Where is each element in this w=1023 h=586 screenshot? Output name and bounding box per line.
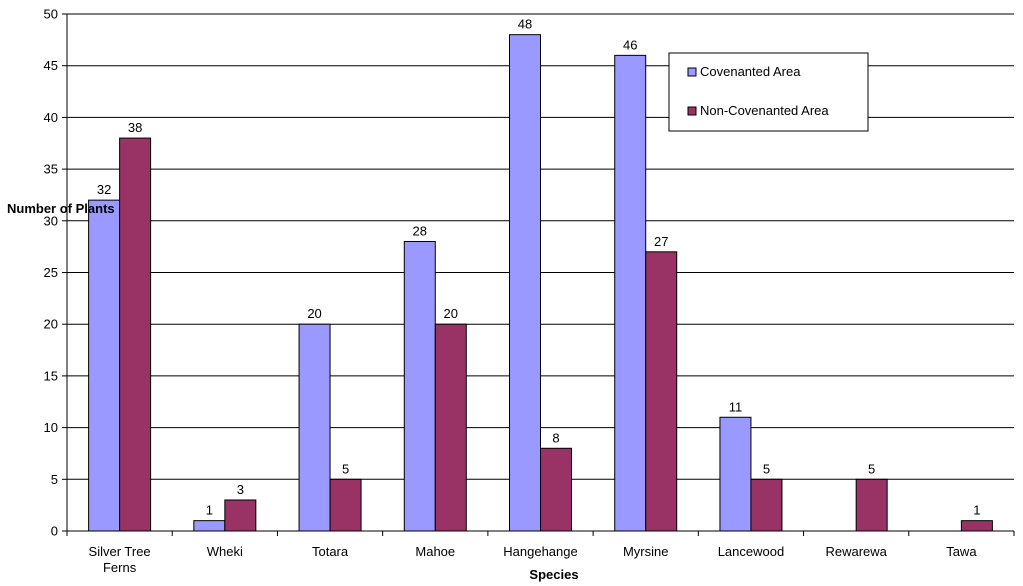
y-tick-label: 45 bbox=[44, 58, 58, 73]
x-tick-labels: Silver Tree Ferns Wheki Totara Mahoe Hangehan… bbox=[89, 544, 978, 575]
data-label: 20 bbox=[307, 306, 321, 321]
y-tick-label: 50 bbox=[44, 7, 58, 22]
data-label: 5 bbox=[868, 461, 875, 476]
legend: Covenanted Area Non-Covenanted Area bbox=[668, 52, 869, 132]
data-label: 38 bbox=[128, 120, 142, 135]
y-tick-label: 5 bbox=[51, 472, 58, 487]
bars bbox=[88, 34, 993, 532]
bar-non-covenanted-area bbox=[855, 478, 888, 532]
legend-label-covenanted-area: Covenanted Area bbox=[700, 64, 801, 79]
y-tick-labels: 0 5 10 15 20 25 30 35 40 45 50 bbox=[44, 7, 67, 539]
x-axis-title: Species bbox=[529, 567, 578, 582]
legend-box bbox=[668, 52, 869, 132]
bar-non-covenanted-area bbox=[645, 251, 678, 532]
data-label: 1 bbox=[206, 503, 213, 518]
data-label: 5 bbox=[342, 461, 349, 476]
x-tick-label: Wheki bbox=[207, 544, 243, 559]
y-tick-label: 25 bbox=[44, 265, 58, 280]
x-tick-label: Totara bbox=[312, 544, 349, 559]
bar-covenanted-area bbox=[298, 323, 331, 532]
bar-covenanted-area bbox=[719, 416, 752, 532]
x-tick-label: Hangehange bbox=[503, 544, 577, 559]
y-tick-label: 40 bbox=[44, 110, 58, 125]
bar-non-covenanted-area bbox=[960, 520, 993, 532]
data-label: 11 bbox=[729, 399, 743, 414]
bar-non-covenanted-area bbox=[119, 137, 152, 532]
data-label: 48 bbox=[518, 17, 532, 32]
bar-covenanted-area bbox=[193, 520, 226, 532]
data-label: 32 bbox=[97, 182, 111, 197]
x-tick-label: Mahoe bbox=[415, 544, 455, 559]
x-tick-label: Lancewood bbox=[718, 544, 785, 559]
data-label: 5 bbox=[763, 461, 770, 476]
data-label: 8 bbox=[552, 430, 559, 445]
x-tick-label: Rewarewa bbox=[825, 544, 887, 559]
y-axis-title: Number of Plants bbox=[7, 201, 115, 216]
bar-non-covenanted-area bbox=[750, 478, 783, 532]
y-tick-label: 0 bbox=[51, 524, 58, 539]
data-label: 1 bbox=[973, 503, 980, 518]
bar-covenanted-area bbox=[403, 240, 436, 532]
bar-covenanted-area bbox=[614, 54, 647, 532]
bar-non-covenanted-area bbox=[540, 447, 572, 532]
legend-swatch-non-covenanted-area bbox=[687, 106, 697, 116]
data-label: 27 bbox=[654, 234, 668, 249]
y-tick-label: 20 bbox=[44, 317, 58, 332]
y-tick-label: 35 bbox=[44, 162, 58, 177]
data-label: 3 bbox=[237, 482, 244, 497]
bar-non-covenanted-area bbox=[224, 499, 257, 532]
x-tick-label: Silver Tree Ferns bbox=[89, 544, 151, 575]
y-tick-label: 30 bbox=[44, 213, 58, 228]
data-label: 20 bbox=[444, 306, 458, 321]
bar-non-covenanted-area bbox=[329, 478, 362, 532]
data-label: 46 bbox=[623, 37, 637, 52]
legend-label-non-covenanted-area: Non-Covenanted Area bbox=[700, 103, 829, 118]
bar-non-covenanted-area bbox=[434, 323, 467, 532]
bar-covenanted-area bbox=[88, 199, 121, 532]
x-tick-label: Tawa bbox=[946, 544, 977, 559]
bar-covenanted-area bbox=[509, 34, 541, 532]
y-tick-label: 15 bbox=[44, 368, 58, 383]
legend-swatch-covenanted-area bbox=[687, 67, 697, 77]
x-tick-label: Myrsine bbox=[623, 544, 669, 559]
data-labels: 32 1 20 28 48 46 11 38 3 5 20 8 27 5 5 1 bbox=[97, 17, 981, 518]
y-tick-label: 10 bbox=[44, 420, 58, 435]
data-label: 28 bbox=[413, 223, 427, 238]
